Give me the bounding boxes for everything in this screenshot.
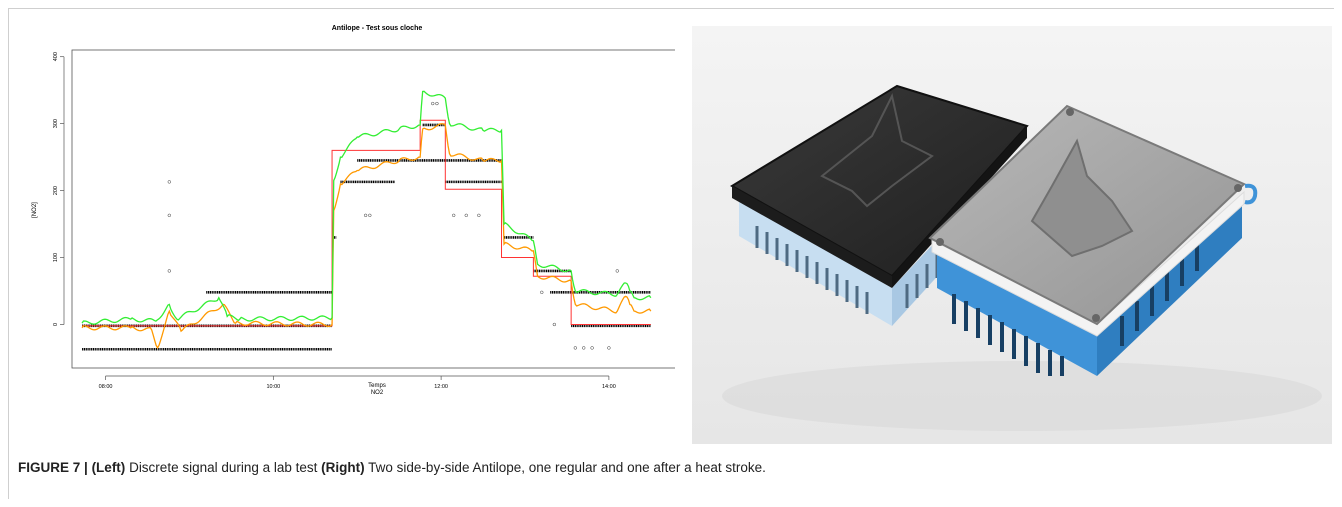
x-axis-label: Temps [368, 383, 386, 389]
outlier-point [435, 101, 439, 106]
series-lines [81, 90, 652, 350]
outlier-point [582, 346, 586, 350]
outlier-point [167, 269, 171, 273]
series-line [81, 90, 652, 325]
y-tick-label: 200 [53, 186, 59, 195]
y-tick-label: 100 [53, 253, 59, 262]
outlier-point [615, 269, 619, 273]
x-tick-label: 08:00 [99, 384, 113, 390]
outlier-point [540, 290, 544, 294]
photo-panel [692, 26, 1332, 444]
outlier-point [552, 322, 557, 327]
photo-two-antilope-boxes [692, 26, 1332, 444]
outlier-point [590, 346, 594, 350]
outlier-points [167, 101, 619, 350]
x-tick-label: 14:00 [602, 384, 616, 390]
y-axis-label: [NO2] [32, 202, 38, 218]
y-tick-label: 400 [53, 52, 59, 61]
outlier-point [363, 213, 368, 218]
right-box [928, 104, 1258, 376]
outlier-point [167, 180, 171, 184]
outlier-point [431, 101, 435, 106]
outlier-point [452, 213, 456, 218]
outlier-point [464, 213, 468, 218]
outlier-point [573, 346, 577, 350]
x-axis: 08:00 10:00 12:00 14:00 [99, 375, 616, 390]
outlier-point [607, 346, 611, 350]
chart-panel: Antilope - Test sous cloche 0 100 200 300 40… [20, 20, 677, 415]
series-line [81, 123, 652, 350]
shadow [722, 361, 1322, 431]
no2-chart: Antilope - Test sous cloche 0 100 200 300 40… [32, 25, 677, 396]
figure-caption: FIGURE 7 | (Left) Discrete signal during… [18, 460, 1318, 475]
x-tick-label: 10:00 [266, 384, 280, 390]
outlier-point [167, 213, 171, 218]
caption-left-tag: (Left) [91, 460, 126, 475]
caption-right-text: Two side-by-side Antilope, one regular a… [364, 460, 766, 475]
x-axis-sublabel: NO2 [371, 390, 384, 396]
chart-title: Antilope - Test sous cloche [332, 25, 423, 32]
outlier-point [477, 213, 481, 218]
figure-frame [8, 8, 1334, 499]
y-tick-label: 300 [53, 119, 59, 128]
plot-frame [71, 49, 677, 369]
caption-left-text: Discrete signal during a lab test [125, 460, 322, 475]
caption-label: FIGURE 7 | [18, 460, 88, 475]
outlier-point [368, 213, 372, 218]
y-axis: 0 100 200 300 400 [53, 52, 65, 326]
x-tick-label: 12:00 [434, 384, 448, 390]
caption-right-tag: (Right) [321, 460, 365, 475]
series-line [82, 119, 651, 327]
y-tick-label: 0 [53, 323, 59, 326]
